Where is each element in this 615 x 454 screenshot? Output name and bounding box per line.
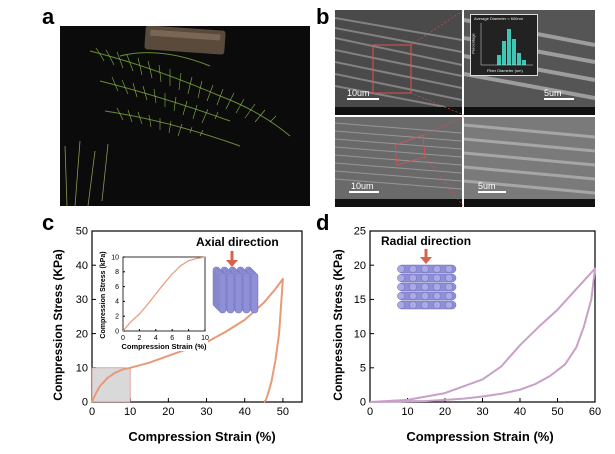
chart-d-ytick-label: 5	[360, 362, 366, 374]
chart-c-ytick-label: 30	[76, 294, 88, 306]
chart-c-inset-ytick-label: 6	[115, 284, 119, 291]
scale-bar	[347, 98, 379, 100]
chart-c-inset-ytick-label: 10	[111, 254, 119, 261]
chart-c-inset-ytick-label: 8	[115, 269, 119, 276]
histogram-bars	[480, 23, 533, 66]
chart-c-ytick-label: 40	[76, 260, 88, 272]
panel-letter-a: a	[42, 4, 55, 29]
chart-c-inset-ytick-label: 2	[115, 314, 119, 321]
chart-c-inset-frame	[122, 256, 206, 332]
chart-c-inset-xtick-label: 4	[154, 335, 158, 342]
chart-d-xtick-label: 10	[401, 406, 413, 418]
sem-info-bar	[464, 199, 595, 207]
scale-bar	[478, 191, 506, 193]
chart-c-ytick-label: 50	[76, 226, 88, 238]
axial-block-illustration	[212, 251, 259, 314]
scale-label: 10um	[347, 88, 370, 98]
chart-c: Axial direction Compression Strain (%) C…	[51, 226, 303, 444]
scale-bar	[544, 98, 574, 100]
chart-c-xtick-label: 20	[162, 406, 174, 418]
chart-d-annotation: Radial direction	[381, 234, 471, 248]
chart-c-ytick-label: 0	[82, 397, 88, 409]
histogram-ylabel: Percentage	[470, 33, 476, 54]
sem-image-bottom-left: 10um	[335, 117, 462, 207]
scale-bar	[349, 191, 379, 193]
radial-block-illustration	[397, 249, 457, 310]
panel-letter-d: d	[316, 210, 330, 235]
chart-d-series-line	[369, 267, 596, 403]
chart-c-frame	[91, 230, 303, 403]
plant-photo	[60, 26, 310, 206]
scale-label: 10um	[351, 181, 374, 191]
panel-letter-b: b	[316, 4, 330, 29]
chart-d-xtick-label: 60	[589, 406, 601, 418]
histogram-xlabel: Fiber Diameter (um)	[487, 68, 523, 73]
sem-image-top-left: 10um	[335, 10, 462, 115]
chart-c-inset-ytick-label: 0	[115, 328, 119, 335]
chart-c-inset-xtick-label: 8	[187, 335, 191, 342]
chart-d: Radial direction Compression Strain (%) …	[331, 226, 601, 444]
plant-photo-illustration	[64, 26, 291, 206]
chart-c-series-line	[91, 277, 284, 403]
chart-c-xtick-label: 30	[200, 406, 212, 418]
chart-c-inset-xtick-label: 10	[201, 335, 209, 342]
chart-d-frame	[369, 230, 596, 403]
chart-c-inset-ytick-label: 4	[115, 299, 119, 306]
chart-c-inset-xlabel: Compression Strain (%)	[121, 342, 207, 351]
chart-c-inset-line	[122, 256, 206, 332]
chart-c-ytick-label: 20	[76, 328, 88, 340]
chart-c-inset-ylabel: Compression Stress (kPa)	[100, 251, 107, 338]
chart-c-ylabel: Compression Stress (KPa)	[51, 249, 65, 400]
chart-d-xtick-label: 40	[514, 406, 526, 418]
sem-info-bar	[464, 107, 595, 115]
diameter-histogram-inset: Average Diameter = 600nm Fiber Diameter …	[470, 14, 538, 76]
chart-c-xlabel: Compression Strain (%)	[128, 429, 275, 444]
chart-c-inset-xtick-label: 6	[170, 335, 174, 342]
chart-d-ytick-label: 0	[360, 397, 366, 409]
chart-d-xtick-label: 50	[551, 406, 563, 418]
chart-c-xtick-label: 0	[89, 406, 95, 418]
panel-letter-c: c	[42, 210, 55, 235]
chart-c-ytick-label: 10	[76, 362, 88, 374]
chart-d-ytick-label: 15	[354, 294, 366, 306]
chart-c-xtick-label: 10	[124, 406, 136, 418]
sem-image-bottom-right: 5um	[464, 117, 595, 207]
chart-c-xtick-label: 50	[277, 406, 289, 418]
chart-c-inset-bg	[96, 251, 208, 351]
chart-d-ylabel: Compression Stress (KPa)	[331, 249, 345, 400]
scale-label: 5um	[544, 88, 562, 98]
chart-c-inset-xtick-label: 0	[121, 335, 125, 342]
chart-d-ytick-label: 10	[354, 328, 366, 340]
histogram-title: Average Diameter = 600nm	[474, 16, 523, 21]
chart-d-ytick-label: 20	[354, 260, 366, 272]
sem-image-top-right: Average Diameter = 600nm Fiber Diameter …	[464, 10, 595, 115]
chart-d-xlabel: Compression Strain (%)	[406, 429, 553, 444]
chart-d-xtick-label: 30	[476, 406, 488, 418]
chart-c-shaded-region	[91, 367, 131, 403]
chart-d-xtick-label: 0	[367, 406, 373, 418]
sem-info-bar	[335, 107, 462, 115]
scale-label: 5um	[478, 181, 496, 191]
fiber-texture	[464, 123, 595, 195]
chart-d-ytick-label: 25	[354, 226, 366, 238]
chart-c-annotation: Axial direction	[196, 235, 279, 249]
chart-c-inset-xtick-label: 2	[137, 335, 141, 342]
chart-c-xtick-label: 40	[239, 406, 251, 418]
chart-d-xtick-label: 20	[439, 406, 451, 418]
sem-info-bar	[335, 199, 462, 207]
